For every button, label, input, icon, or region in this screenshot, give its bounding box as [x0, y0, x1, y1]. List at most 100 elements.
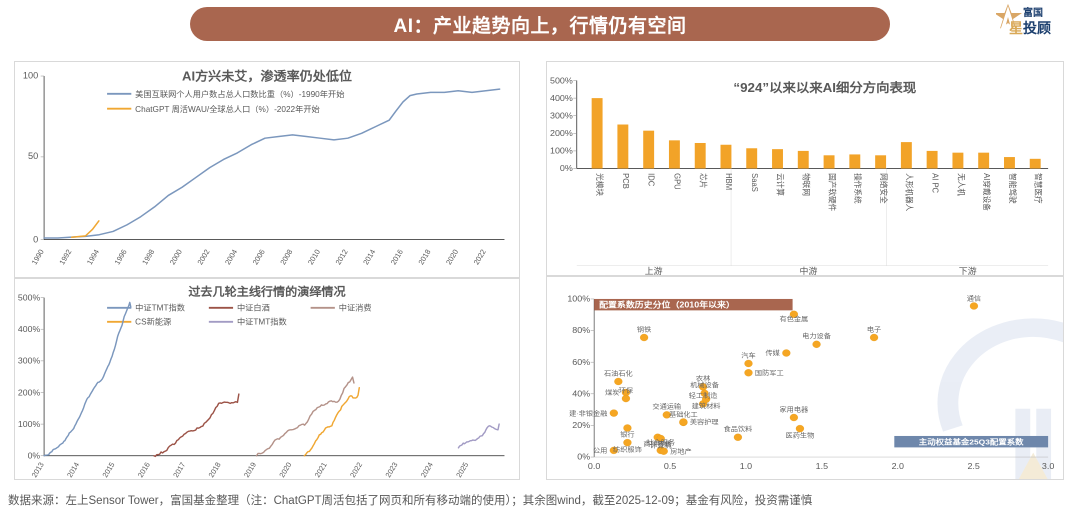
- svg-text:中证消费: 中证消费: [339, 303, 372, 313]
- svg-text:0%: 0%: [577, 452, 590, 461]
- svg-text:2013: 2013: [30, 461, 46, 479]
- svg-text:过去几轮主线行情的演绎情况: 过去几轮主线行情的演绎情况: [188, 285, 345, 299]
- svg-text:美国互联网个人用户数占总人口数比重（%）-1990年开始: 美国互联网个人用户数占总人口数比重（%）-1990年开始: [135, 89, 344, 99]
- svg-text:2002: 2002: [195, 248, 211, 266]
- svg-text:0%: 0%: [560, 163, 573, 173]
- svg-text:1996: 1996: [112, 248, 128, 266]
- svg-text:1992: 1992: [57, 248, 73, 266]
- svg-text:3.0: 3.0: [1042, 461, 1055, 470]
- svg-text:80%: 80%: [572, 326, 590, 335]
- svg-text:网络安全: 网络安全: [879, 173, 889, 204]
- svg-text:传媒: 传媒: [766, 349, 781, 357]
- svg-text:2008: 2008: [278, 248, 294, 266]
- svg-text:2020: 2020: [277, 461, 293, 479]
- svg-text:100%: 100%: [567, 294, 590, 303]
- svg-text:操作系统: 操作系统: [853, 173, 863, 204]
- svg-text:20%: 20%: [572, 421, 590, 430]
- svg-text:CS新能源: CS新能源: [135, 317, 171, 327]
- svg-text:中证TMT指数: 中证TMT指数: [237, 317, 287, 327]
- svg-text:上游: 上游: [645, 265, 663, 275]
- svg-text:家用电器: 家用电器: [780, 405, 809, 413]
- svg-text:500%: 500%: [550, 76, 573, 86]
- svg-text:1998: 1998: [140, 248, 156, 266]
- svg-text:2018: 2018: [416, 248, 432, 266]
- svg-text:投顾: 投顾: [1023, 20, 1051, 36]
- svg-text:芯片: 芯片: [698, 173, 708, 188]
- svg-text:200%: 200%: [18, 387, 41, 397]
- svg-text:房地产: 房地产: [670, 447, 692, 455]
- svg-text:500%: 500%: [18, 293, 41, 303]
- svg-text:100: 100: [23, 71, 38, 81]
- svg-text:环保: 环保: [619, 386, 634, 394]
- svg-text:物联网: 物联网: [801, 173, 811, 196]
- svg-text:中证白酒: 中证白酒: [237, 303, 270, 313]
- svg-text:40%: 40%: [572, 389, 590, 398]
- svg-text:下游: 下游: [959, 265, 977, 275]
- svg-text:智能驾驶: 智能驾驶: [1008, 173, 1018, 204]
- svg-text:IDC: IDC: [647, 173, 656, 186]
- svg-text:GPU: GPU: [672, 173, 681, 190]
- svg-text:2019: 2019: [242, 461, 258, 479]
- svg-text:2023: 2023: [383, 461, 399, 479]
- svg-text:钢铁: 钢铁: [637, 325, 652, 333]
- svg-text:通信: 通信: [967, 294, 982, 302]
- svg-text:光模块: 光模块: [595, 173, 605, 196]
- svg-text:无人机: 无人机: [956, 173, 966, 196]
- svg-text:1.0: 1.0: [740, 461, 753, 470]
- svg-text:2014: 2014: [361, 248, 377, 266]
- svg-text:2014: 2014: [65, 461, 81, 479]
- svg-text:AI PC: AI PC: [930, 173, 939, 193]
- svg-text:2025: 2025: [454, 461, 470, 479]
- svg-text:0.0: 0.0: [588, 461, 601, 470]
- svg-text:ChatGPT 周活WAU/全球总人口（%）-2022年开: ChatGPT 周活WAU/全球总人口（%）-2022年开始: [135, 104, 320, 114]
- svg-text:2.0: 2.0: [892, 461, 905, 470]
- svg-text:电子: 电子: [867, 325, 882, 333]
- svg-text:HBM: HBM: [724, 173, 733, 190]
- svg-text:煤炭: 煤炭: [605, 388, 620, 396]
- svg-text:2020: 2020: [444, 248, 460, 266]
- svg-text:中游: 中游: [800, 265, 818, 275]
- svg-text:人形机器人: 人形机器人: [905, 173, 915, 211]
- svg-text:PCB: PCB: [621, 173, 630, 189]
- svg-text:300%: 300%: [550, 111, 573, 121]
- svg-text:2010: 2010: [306, 248, 322, 266]
- svg-text:2000: 2000: [168, 248, 184, 266]
- svg-text:100%: 100%: [18, 419, 41, 429]
- svg-text:石油石化: 石油石化: [604, 369, 633, 377]
- svg-text:云计算: 云计算: [776, 173, 786, 196]
- svg-text:农林: 农林: [696, 374, 711, 382]
- svg-text:0%: 0%: [28, 451, 41, 461]
- svg-text:2018: 2018: [206, 461, 222, 479]
- svg-text:1990: 1990: [30, 248, 46, 266]
- svg-text:200%: 200%: [550, 128, 573, 138]
- svg-text:2004: 2004: [223, 248, 239, 266]
- svg-text:2012: 2012: [333, 248, 349, 266]
- svg-text:基础化工: 基础化工: [669, 410, 698, 418]
- svg-text:AI穿戴设备: AI穿戴设备: [982, 173, 992, 211]
- svg-text:富国: 富国: [1023, 6, 1043, 19]
- svg-text:SaaS: SaaS: [750, 173, 759, 192]
- svg-text:建·非银金融: 建·非银金融: [569, 409, 608, 417]
- svg-text:300%: 300%: [18, 356, 41, 366]
- svg-text:2024: 2024: [419, 461, 435, 479]
- svg-text:配置系数历史分位（2010年以来）: 配置系数历史分位（2010年以来）: [599, 300, 735, 309]
- svg-text:公用: 公用: [593, 447, 607, 454]
- svg-text:1994: 1994: [85, 248, 101, 266]
- svg-text:智慧医疗: 智慧医疗: [1034, 173, 1044, 204]
- svg-text:2017: 2017: [171, 461, 187, 479]
- svg-text:2016: 2016: [136, 461, 152, 479]
- svg-text:100%: 100%: [550, 146, 573, 156]
- svg-text:50: 50: [28, 151, 38, 161]
- svg-text:2006: 2006: [251, 248, 267, 266]
- svg-text:“924”以来以来AI细分方向表现: “924”以来以来AI细分方向表现: [733, 81, 916, 95]
- svg-text:电力设备: 电力设备: [802, 332, 831, 340]
- svg-text:星: 星: [1009, 20, 1023, 36]
- svg-text:2015: 2015: [100, 461, 116, 479]
- svg-text:国防军工: 国防军工: [755, 368, 784, 376]
- svg-text:主动权益基金25Q3配置系数: 主动权益基金25Q3配置系数: [919, 437, 1024, 446]
- svg-text:2021: 2021: [313, 461, 329, 479]
- svg-text:中证TMT指数: 中证TMT指数: [135, 303, 185, 313]
- svg-text:国产软硬件: 国产软硬件: [827, 173, 837, 211]
- svg-text:2016: 2016: [389, 248, 405, 266]
- svg-text:2022: 2022: [472, 248, 488, 266]
